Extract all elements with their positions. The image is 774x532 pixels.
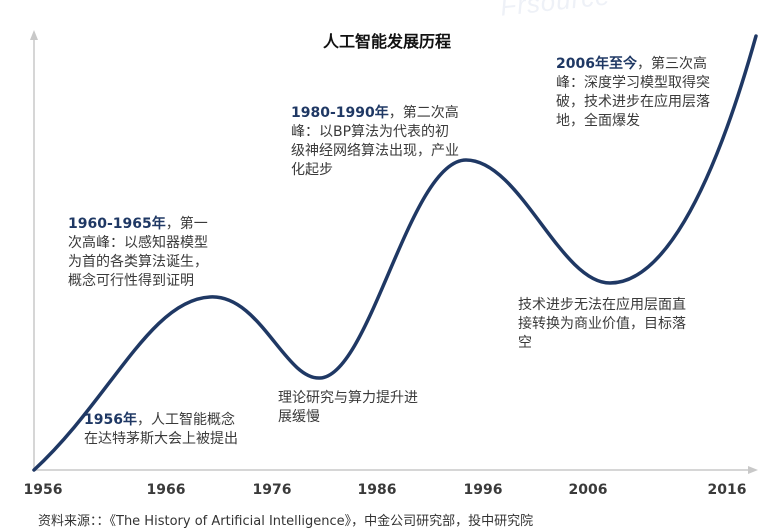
- x-tick-2016: 2016: [707, 482, 747, 498]
- x-tick-1956: 1956: [23, 482, 63, 498]
- x-tick-1966: 1966: [146, 482, 186, 498]
- annotation-first-peak: 1960-1965年，第一次高峰：以感知器模型为首的各类算法诞生，概念可行性得到…: [68, 216, 208, 289]
- x-tick-2006: 2006: [568, 482, 608, 498]
- annotation-1956: 1956年，人工智能概念在达特茅斯大会上被提出: [84, 412, 238, 447]
- development-curve: [32, 34, 758, 472]
- x-axis-arrow: [748, 466, 758, 474]
- annotation-second-trough: 技术进步无法在应用层面直接转换为商业价值，目标落空: [518, 297, 686, 351]
- x-tick-1976: 1976: [252, 482, 292, 498]
- x-tick-1986: 1986: [357, 482, 397, 498]
- x-tick-1996: 1996: [463, 482, 503, 498]
- annotation-first-trough: 理论研究与算力提升进展缓慢: [278, 390, 418, 425]
- diagram-title: 人工智能发展历程: [322, 32, 451, 51]
- y-axis-arrow: [30, 30, 38, 40]
- annotation-third-peak: 2006年至今，第三次高峰：深度学习模型取得突破，技术进步在应用层落地，全面爆发: [556, 56, 710, 129]
- source-note: 资料来源：：《The History of Artificial Intelli…: [38, 514, 534, 529]
- annotation-second-peak: 1980-1990年，第二次高峰：以BP算法为代表的初级神经网络算法出现，产业化…: [291, 105, 459, 178]
